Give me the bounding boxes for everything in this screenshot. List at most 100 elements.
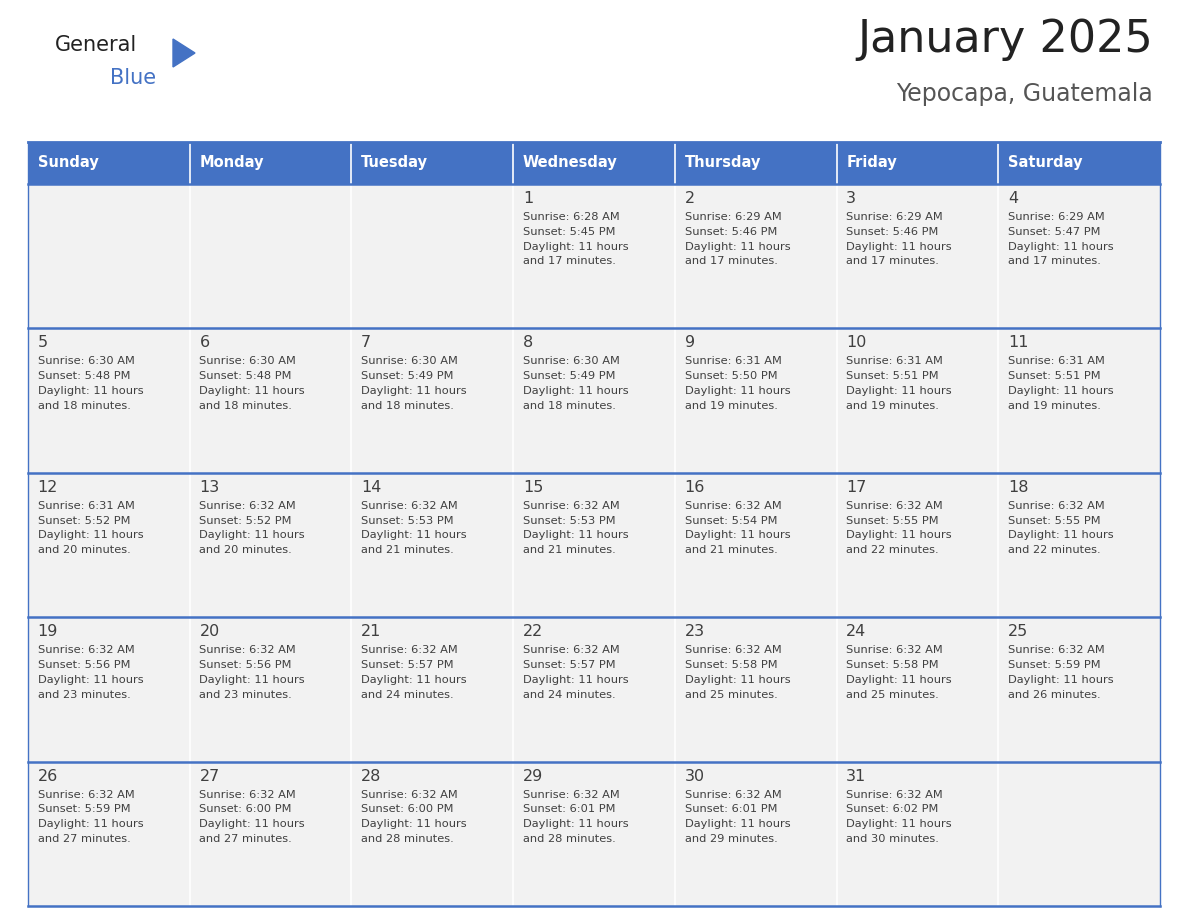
Text: Daylight: 11 hours: Daylight: 11 hours	[684, 531, 790, 541]
Text: and 25 minutes.: and 25 minutes.	[684, 689, 777, 700]
Bar	[190, 329, 352, 473]
Bar	[190, 142, 352, 184]
Text: Daylight: 11 hours: Daylight: 11 hours	[684, 675, 790, 685]
Bar	[998, 184, 1159, 329]
Text: Daylight: 11 hours: Daylight: 11 hours	[684, 819, 790, 829]
Bar	[513, 142, 675, 184]
Text: Sunrise: 6:30 AM: Sunrise: 6:30 AM	[523, 356, 620, 366]
Bar	[352, 473, 513, 617]
Text: Sunset: 5:49 PM: Sunset: 5:49 PM	[523, 371, 615, 381]
Text: Sunset: 5:53 PM: Sunset: 5:53 PM	[523, 516, 615, 526]
Text: 26: 26	[38, 768, 58, 784]
Text: Sunset: 5:46 PM: Sunset: 5:46 PM	[684, 227, 777, 237]
Text: Daylight: 11 hours: Daylight: 11 hours	[361, 531, 467, 541]
Text: 4: 4	[1007, 191, 1018, 206]
Text: Daylight: 11 hours: Daylight: 11 hours	[523, 386, 628, 396]
Text: Thursday: Thursday	[684, 155, 762, 171]
Text: 9: 9	[684, 335, 695, 351]
Text: 16: 16	[684, 480, 704, 495]
Text: Daylight: 11 hours: Daylight: 11 hours	[846, 531, 952, 541]
Text: Daylight: 11 hours: Daylight: 11 hours	[523, 819, 628, 829]
Text: Daylight: 11 hours: Daylight: 11 hours	[361, 386, 467, 396]
Text: Sunset: 5:50 PM: Sunset: 5:50 PM	[684, 371, 777, 381]
Bar	[513, 762, 675, 906]
Text: Sunrise: 6:30 AM: Sunrise: 6:30 AM	[361, 356, 459, 366]
Bar	[352, 184, 513, 329]
Text: Sunset: 5:52 PM: Sunset: 5:52 PM	[200, 516, 292, 526]
Text: 15: 15	[523, 480, 543, 495]
Bar	[190, 184, 352, 329]
Text: Sunrise: 6:32 AM: Sunrise: 6:32 AM	[38, 789, 134, 800]
Text: and 26 minutes.: and 26 minutes.	[1007, 689, 1100, 700]
Text: and 20 minutes.: and 20 minutes.	[200, 545, 292, 555]
Bar	[836, 329, 998, 473]
Text: and 17 minutes.: and 17 minutes.	[846, 256, 940, 266]
Text: 3: 3	[846, 191, 857, 206]
Text: 8: 8	[523, 335, 533, 351]
Text: 27: 27	[200, 768, 220, 784]
Text: Daylight: 11 hours: Daylight: 11 hours	[38, 819, 144, 829]
Text: and 24 minutes.: and 24 minutes.	[361, 689, 454, 700]
Text: Daylight: 11 hours: Daylight: 11 hours	[200, 531, 305, 541]
Text: Sunrise: 6:32 AM: Sunrise: 6:32 AM	[1007, 645, 1105, 655]
Text: Sunset: 5:51 PM: Sunset: 5:51 PM	[1007, 371, 1100, 381]
Bar	[675, 142, 836, 184]
Text: Sunrise: 6:31 AM: Sunrise: 6:31 AM	[38, 501, 134, 510]
Text: Sunset: 5:46 PM: Sunset: 5:46 PM	[846, 227, 939, 237]
Text: Sunrise: 6:32 AM: Sunrise: 6:32 AM	[1007, 501, 1105, 510]
Text: Sunset: 6:00 PM: Sunset: 6:00 PM	[200, 804, 292, 814]
Bar	[352, 762, 513, 906]
Text: and 18 minutes.: and 18 minutes.	[200, 401, 292, 410]
Text: Blue: Blue	[110, 68, 156, 88]
Text: and 21 minutes.: and 21 minutes.	[523, 545, 615, 555]
Text: and 27 minutes.: and 27 minutes.	[38, 834, 131, 844]
Bar	[190, 762, 352, 906]
Text: Sunrise: 6:28 AM: Sunrise: 6:28 AM	[523, 212, 620, 222]
Text: Daylight: 11 hours: Daylight: 11 hours	[1007, 386, 1113, 396]
Bar	[998, 617, 1159, 762]
Text: 10: 10	[846, 335, 867, 351]
Text: and 29 minutes.: and 29 minutes.	[684, 834, 777, 844]
Bar	[998, 142, 1159, 184]
Text: Daylight: 11 hours: Daylight: 11 hours	[1007, 241, 1113, 252]
Text: Sunset: 5:48 PM: Sunset: 5:48 PM	[38, 371, 131, 381]
Text: Sunset: 6:00 PM: Sunset: 6:00 PM	[361, 804, 454, 814]
Bar	[29, 329, 190, 473]
Text: and 22 minutes.: and 22 minutes.	[1007, 545, 1100, 555]
Text: Saturday: Saturday	[1007, 155, 1082, 171]
Text: 11: 11	[1007, 335, 1029, 351]
Text: Yepocapa, Guatemala: Yepocapa, Guatemala	[896, 82, 1154, 106]
Bar	[352, 329, 513, 473]
Bar	[998, 473, 1159, 617]
Text: Sunset: 5:56 PM: Sunset: 5:56 PM	[200, 660, 292, 670]
Text: Daylight: 11 hours: Daylight: 11 hours	[200, 675, 305, 685]
Text: Sunrise: 6:32 AM: Sunrise: 6:32 AM	[523, 501, 620, 510]
Text: Sunset: 5:53 PM: Sunset: 5:53 PM	[361, 516, 454, 526]
Text: 2: 2	[684, 191, 695, 206]
Text: and 23 minutes.: and 23 minutes.	[38, 689, 131, 700]
Text: Sunset: 5:49 PM: Sunset: 5:49 PM	[361, 371, 454, 381]
Text: Daylight: 11 hours: Daylight: 11 hours	[361, 819, 467, 829]
Text: and 19 minutes.: and 19 minutes.	[684, 401, 777, 410]
Text: Sunrise: 6:32 AM: Sunrise: 6:32 AM	[846, 645, 943, 655]
Text: Tuesday: Tuesday	[361, 155, 428, 171]
Text: Daylight: 11 hours: Daylight: 11 hours	[846, 819, 952, 829]
Text: and 21 minutes.: and 21 minutes.	[684, 545, 777, 555]
Text: and 28 minutes.: and 28 minutes.	[523, 834, 615, 844]
Text: Sunset: 5:58 PM: Sunset: 5:58 PM	[684, 660, 777, 670]
Text: Sunset: 5:56 PM: Sunset: 5:56 PM	[38, 660, 131, 670]
Text: Sunset: 5:58 PM: Sunset: 5:58 PM	[846, 660, 939, 670]
Text: Sunrise: 6:31 AM: Sunrise: 6:31 AM	[846, 356, 943, 366]
Text: Sunset: 5:55 PM: Sunset: 5:55 PM	[1007, 516, 1100, 526]
Text: Sunrise: 6:32 AM: Sunrise: 6:32 AM	[361, 789, 457, 800]
Text: Daylight: 11 hours: Daylight: 11 hours	[523, 675, 628, 685]
Bar	[352, 617, 513, 762]
Text: Sunrise: 6:29 AM: Sunrise: 6:29 AM	[684, 212, 782, 222]
Text: and 18 minutes.: and 18 minutes.	[523, 401, 615, 410]
Text: Sunset: 5:48 PM: Sunset: 5:48 PM	[200, 371, 292, 381]
Text: Sunrise: 6:32 AM: Sunrise: 6:32 AM	[200, 645, 296, 655]
Text: Sunrise: 6:32 AM: Sunrise: 6:32 AM	[846, 501, 943, 510]
Bar	[836, 473, 998, 617]
Text: 28: 28	[361, 768, 381, 784]
Text: Sunrise: 6:32 AM: Sunrise: 6:32 AM	[361, 501, 457, 510]
